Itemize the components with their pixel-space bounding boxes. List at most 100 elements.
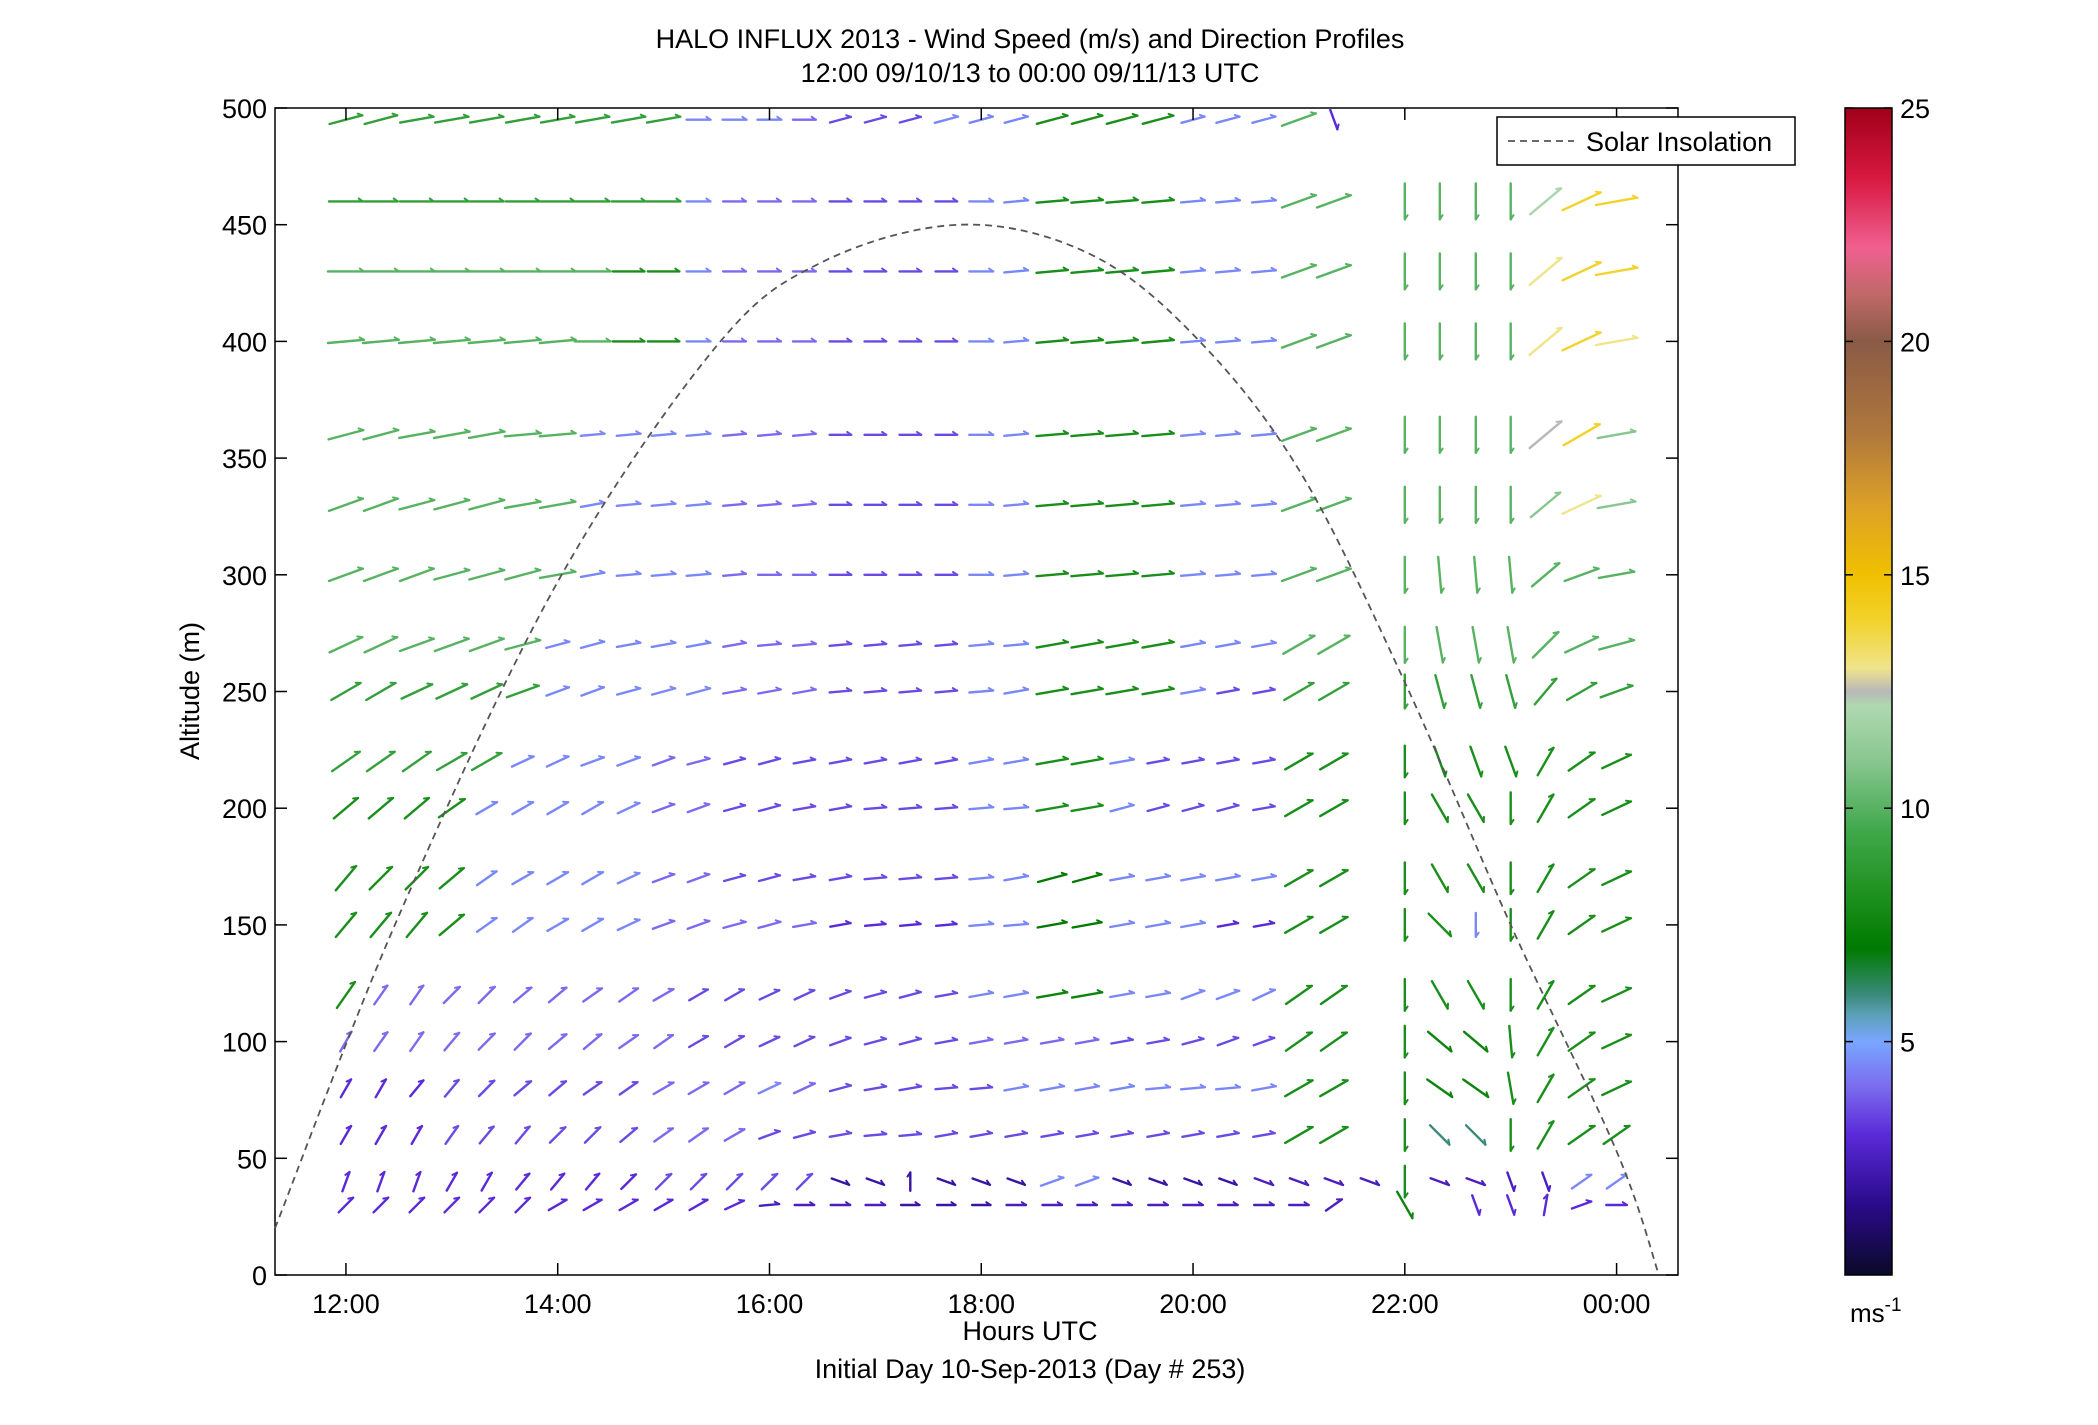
wind-arrow: [1567, 868, 1596, 889]
wind-arrow-head: [560, 986, 568, 990]
y-tick-label: 500: [222, 94, 267, 124]
wind-arrow: [1181, 1131, 1205, 1139]
wind-arrow-head: [1198, 988, 1206, 992]
wind-arrow: [1070, 338, 1105, 344]
wind-arrow: [1280, 567, 1318, 583]
wind-arrow: [399, 115, 435, 124]
wind-arrow: [373, 1031, 389, 1053]
wind-arrow-head: [1233, 113, 1241, 118]
wind-arrow-head: [740, 686, 747, 691]
wind-arrow: [1109, 803, 1135, 813]
wind-arrow-head: [1062, 429, 1069, 435]
wind-arrow-head: [487, 1125, 495, 1129]
wind-arrow-head: [1197, 1201, 1204, 1206]
wind-arrow-head: [809, 873, 817, 878]
wind-arrow-head: [1629, 498, 1637, 503]
wind-arrow-head: [810, 640, 817, 645]
wind-arrow: [898, 1037, 922, 1046]
wind-arrow: [1180, 641, 1207, 649]
wind-arrow: [513, 1032, 532, 1051]
wind-arrow-head: [533, 113, 541, 118]
wind-arrow-head: [421, 911, 428, 916]
wind-arrow: [653, 1033, 675, 1050]
wind-arrow-head: [1199, 430, 1206, 435]
wind-arrow-head: [1232, 1179, 1238, 1186]
wind-arrow-head: [880, 873, 888, 879]
wind-arrow-head: [774, 872, 781, 877]
wind-arrow: [898, 115, 922, 124]
wind-arrow-head: [488, 1196, 496, 1200]
wind-arrow: [1469, 745, 1483, 778]
wind-arrow: [616, 872, 641, 885]
wind-arrow: [652, 1081, 675, 1096]
wind-arrow-head: [988, 571, 995, 576]
wind-arrow: [1110, 1131, 1135, 1139]
colorbar-unit-base: ms: [1850, 1298, 1885, 1328]
wind-arrow: [830, 1177, 851, 1187]
wind-arrow-head: [775, 500, 782, 505]
wind-arrow: [936, 1177, 957, 1187]
wind-arrow: [1567, 751, 1596, 772]
wind-arrow-head: [1403, 1099, 1409, 1106]
wind-arrow-head: [1403, 354, 1409, 361]
wind-arrow: [650, 641, 677, 649]
colorbar-tick-label: 15: [1900, 561, 1930, 591]
wind-arrow: [1145, 874, 1172, 882]
wind-arrow-head: [775, 640, 782, 645]
wind-arrow: [1283, 799, 1314, 818]
wind-arrow-head: [392, 427, 400, 432]
wind-arrow-head: [415, 1171, 422, 1176]
wind-arrow: [1462, 1078, 1490, 1099]
wind-arrow-head: [1197, 1179, 1203, 1186]
wind-arrow-head: [428, 113, 435, 118]
wind-arrow-head: [357, 566, 364, 570]
wind-arrow: [1506, 625, 1516, 664]
wind-arrow: [1146, 1131, 1171, 1139]
wind-arrow: [1214, 1085, 1242, 1091]
wind-arrow: [504, 568, 542, 581]
wind-arrow: [409, 984, 425, 1006]
wind-arrow-head: [1132, 639, 1139, 644]
wind-arrow: [1070, 640, 1104, 649]
wind-arrow-head: [675, 197, 682, 203]
wind-arrow-head: [668, 872, 676, 876]
wind-arrow-head: [1022, 686, 1029, 691]
wind-arrow-head: [1168, 639, 1175, 644]
wind-arrow-head: [1127, 1130, 1134, 1135]
wind-arrow: [503, 432, 542, 438]
wind-arrow: [1570, 1173, 1593, 1190]
wind-arrow: [1594, 196, 1639, 207]
x-axis-label: Hours UTC: [962, 1316, 1097, 1346]
wind-arrow: [1601, 870, 1633, 887]
wind-arrow: [398, 567, 435, 583]
wind-arrow: [1146, 758, 1171, 765]
wind-arrow: [828, 805, 853, 812]
colorbar-tick-label: 5: [1900, 1028, 1915, 1058]
wind-arrow-head: [633, 871, 641, 875]
wind-arrow-head: [986, 1083, 994, 1089]
wind-arrow: [1597, 570, 1636, 580]
wind-arrow-head: [915, 1036, 922, 1040]
wind-arrow-head: [345, 1078, 353, 1083]
wind-arrow: [1216, 758, 1240, 765]
wind-arrow-head: [358, 336, 365, 341]
wind-arrow: [582, 1080, 603, 1096]
wind-arrow: [403, 796, 431, 820]
wind-arrow-head: [1474, 214, 1480, 221]
wind-arrow-head: [668, 802, 676, 806]
wind-arrow: [1070, 268, 1105, 274]
wind-arrow: [934, 806, 959, 811]
wind-arrow: [443, 1031, 461, 1052]
wind-arrow-head: [705, 570, 712, 575]
wind-arrow: [688, 988, 710, 1002]
wind-arrow: [580, 756, 606, 767]
wind-arrow: [1181, 1037, 1205, 1046]
wind-arrow: [477, 985, 496, 1005]
wind-arrow-head: [1438, 517, 1444, 524]
wind-arrow-head: [950, 1201, 957, 1206]
wind-arrow-head: [349, 981, 356, 985]
wind-arrow-head: [774, 802, 781, 807]
wind-arrow-head: [773, 988, 781, 992]
wind-arrow: [722, 757, 747, 766]
wind-arrow: [1214, 199, 1242, 204]
